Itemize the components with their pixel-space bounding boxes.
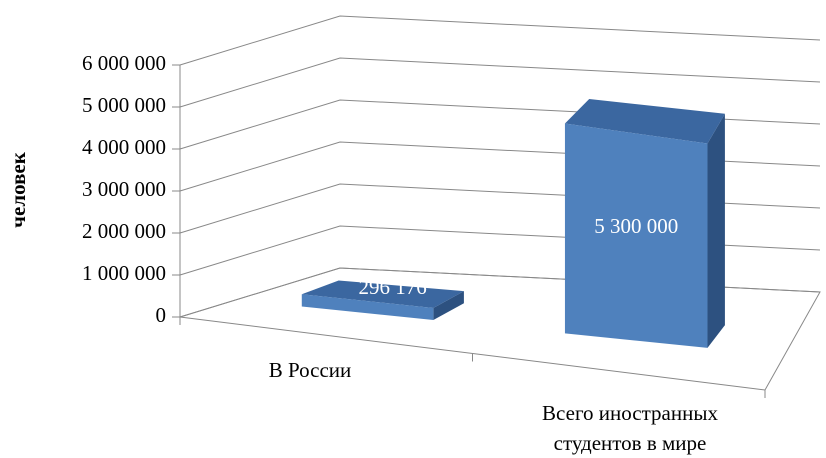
bar-side: [707, 113, 725, 348]
grid-line: [179, 15, 821, 66]
y-tick-label: 6 000 000: [82, 51, 166, 75]
bar-top: [564, 99, 725, 144]
y-axis-label: человек: [6, 151, 30, 228]
y-tick-label: 5 000 000: [82, 93, 166, 117]
bar-top: [301, 280, 464, 308]
bar: [564, 123, 708, 348]
y-tick-label: 4 000 000: [82, 135, 166, 159]
y-tick-label: 0: [156, 303, 167, 327]
y-tick-label: 3 000 000: [82, 177, 166, 201]
y-tick-label: 2 000 000: [82, 219, 166, 243]
x-tick-label: В России: [268, 358, 352, 382]
x-tick-label: Всего иностранных студентов в мире: [542, 401, 718, 455]
grid-line: [179, 57, 821, 108]
value-label: 5 300 000: [594, 214, 678, 238]
y-tick-label: 1 000 000: [82, 261, 166, 285]
bar: [301, 294, 434, 320]
value-label: 296 176: [358, 275, 426, 299]
bar-side: [433, 291, 464, 320]
